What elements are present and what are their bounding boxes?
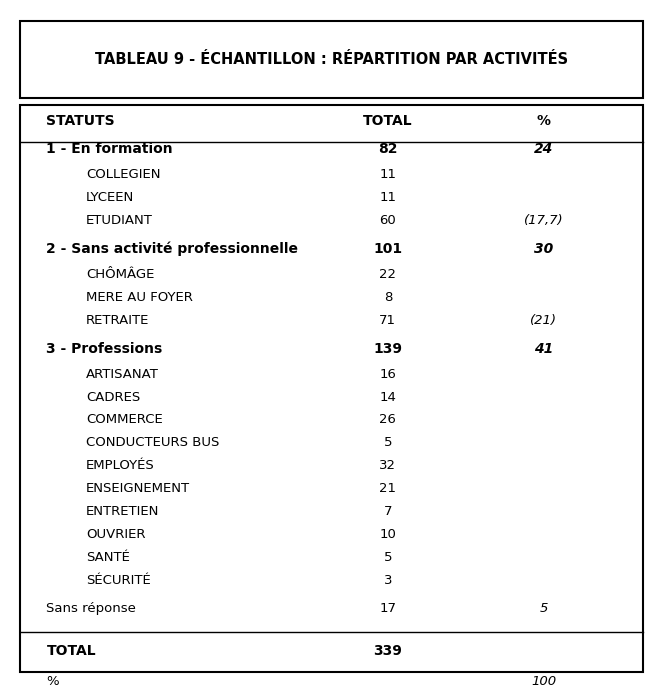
Text: COLLEGIEN: COLLEGIEN [86, 168, 160, 181]
Text: 139: 139 [373, 342, 402, 356]
Text: COMMERCE: COMMERCE [86, 414, 163, 426]
Text: 41: 41 [534, 342, 554, 356]
Text: 7: 7 [384, 505, 392, 518]
Text: CONDUCTEURS BUS: CONDUCTEURS BUS [86, 437, 219, 449]
Text: 26: 26 [379, 414, 396, 426]
Text: CHÔMÂGE: CHÔMÂGE [86, 268, 154, 281]
Text: Sans réponse: Sans réponse [46, 602, 137, 615]
Text: 17: 17 [379, 602, 396, 615]
Text: 11: 11 [379, 191, 396, 204]
Text: 60: 60 [379, 214, 396, 227]
Text: TABLEAU 9 - ÉCHANTILLON : RÉPARTITION PAR ACTIVITÉS: TABLEAU 9 - ÉCHANTILLON : RÉPARTITION PA… [95, 52, 568, 67]
Text: ARTISANAT: ARTISANAT [86, 368, 159, 380]
Text: 3 - Professions: 3 - Professions [46, 342, 162, 356]
Text: LYCEEN: LYCEEN [86, 191, 135, 204]
Text: SANTÉ: SANTÉ [86, 551, 130, 563]
Text: 100: 100 [531, 675, 556, 688]
Text: MERE AU FOYER: MERE AU FOYER [86, 291, 193, 304]
Text: 1 - En formation: 1 - En formation [46, 142, 173, 156]
Text: 5: 5 [540, 602, 548, 615]
Text: OUVRIER: OUVRIER [86, 528, 146, 541]
Text: EMPLOYÉS: EMPLOYÉS [86, 459, 155, 472]
Text: 2 - Sans activité professionnelle: 2 - Sans activité professionnelle [46, 242, 298, 256]
Text: 71: 71 [379, 314, 396, 326]
Text: 14: 14 [379, 391, 396, 403]
Text: 24: 24 [534, 142, 554, 156]
Text: TOTAL: TOTAL [46, 644, 96, 658]
Text: 8: 8 [384, 291, 392, 304]
Text: 339: 339 [373, 644, 402, 658]
Text: CADRES: CADRES [86, 391, 141, 403]
Text: SÉCURITÉ: SÉCURITÉ [86, 574, 151, 586]
Text: 30: 30 [534, 242, 554, 256]
Text: 22: 22 [379, 268, 396, 281]
Text: (17,7): (17,7) [524, 214, 564, 227]
Text: 82: 82 [378, 142, 398, 156]
Text: 11: 11 [379, 168, 396, 181]
Text: TOTAL: TOTAL [363, 114, 412, 128]
Text: %: % [536, 114, 551, 128]
Text: 101: 101 [373, 242, 402, 256]
Text: 5: 5 [384, 551, 392, 563]
Text: ENSEIGNEMENT: ENSEIGNEMENT [86, 482, 190, 495]
Text: ENTRETIEN: ENTRETIEN [86, 505, 160, 518]
Text: STATUTS: STATUTS [46, 114, 115, 128]
Text: 10: 10 [379, 528, 396, 541]
Text: (21): (21) [530, 314, 557, 326]
Text: RETRAITE: RETRAITE [86, 314, 150, 326]
Text: 5: 5 [384, 437, 392, 449]
Text: ETUDIANT: ETUDIANT [86, 214, 153, 227]
Text: 21: 21 [379, 482, 396, 495]
Text: 32: 32 [379, 459, 396, 472]
Text: %: % [46, 675, 59, 688]
Text: 16: 16 [379, 368, 396, 380]
Text: 3: 3 [384, 574, 392, 586]
